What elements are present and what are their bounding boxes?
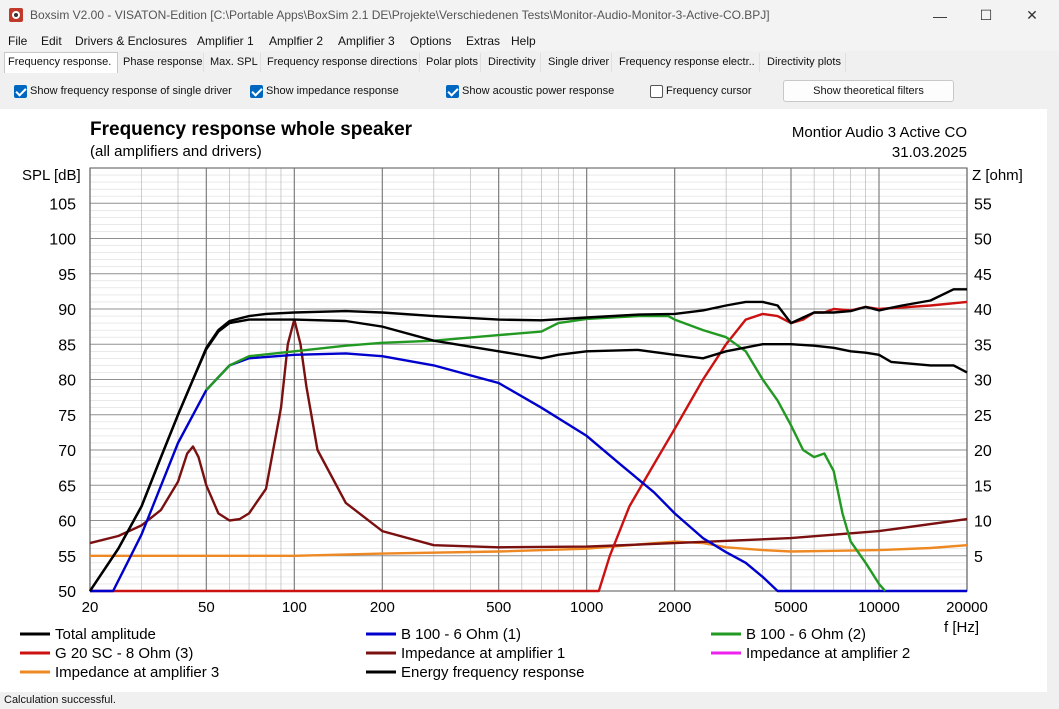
y-tick-label: 75 bbox=[58, 408, 76, 425]
project-date: 31.03.2025 bbox=[892, 144, 967, 161]
y-tick-label: 85 bbox=[58, 337, 76, 354]
y-tick-label: 50 bbox=[58, 584, 76, 601]
menu-amplifier-3[interactable]: Amplifier 3 bbox=[338, 34, 395, 48]
legend-label: Impedance at amplifier 3 bbox=[55, 664, 219, 681]
series-line bbox=[90, 540, 968, 557]
tab-max-spl[interactable]: Max. SPL bbox=[207, 53, 261, 72]
acoustic-power-checkbox[interactable] bbox=[446, 85, 459, 98]
y2-tick-label: 35 bbox=[974, 337, 992, 354]
tab-directivity-plots[interactable]: Directivity plots bbox=[764, 53, 846, 72]
tab-polar-plots[interactable]: Polar plots bbox=[423, 53, 481, 72]
y2-tick-label: 5 bbox=[974, 549, 983, 566]
frequency-cursor-label: Frequency cursor bbox=[666, 85, 752, 97]
options-bar: Show frequency response of single driver… bbox=[0, 73, 1059, 109]
maximize-button[interactable]: ☐ bbox=[979, 7, 993, 23]
x-tick-label: 10000 bbox=[858, 599, 900, 616]
show-theoretical-filters-button[interactable]: Show theoretical filters bbox=[783, 80, 954, 102]
tab-frequency-response[interactable]: Frequency response. bbox=[4, 52, 118, 73]
menu-amplifier-1[interactable]: Amplifier 1 bbox=[197, 34, 254, 48]
legend-label: Energy frequency response bbox=[401, 664, 584, 681]
y2-tick-label: 45 bbox=[974, 267, 992, 284]
impedance-checkbox[interactable] bbox=[250, 85, 263, 98]
menu-drivers-enclosures[interactable]: Drivers & Enclosures bbox=[75, 34, 188, 48]
x-tick-label: 50 bbox=[198, 599, 215, 616]
vertical-scrollbar[interactable] bbox=[1047, 109, 1059, 692]
x-tick-label: 2000 bbox=[658, 599, 691, 616]
chart-ticks: 50 55 60 65 70 75 80 85 90 95 100 105 5 10 15 20 25 30 35 4… bbox=[49, 196, 992, 616]
y2-tick-label: 30 bbox=[974, 373, 992, 390]
tab-frequency-response-directions[interactable]: Frequency response directions bbox=[264, 53, 420, 72]
close-button[interactable]: ✕ bbox=[1026, 7, 1038, 23]
x-tick-label: 200 bbox=[370, 599, 395, 616]
y2-tick-label: 50 bbox=[974, 232, 992, 249]
legend-label: B 100 - 6 Ohm (1) bbox=[401, 626, 521, 643]
y-tick-label: 70 bbox=[58, 443, 76, 460]
menu-edit[interactable]: Edit bbox=[41, 34, 62, 48]
title-bar: Boxsim V2.00 - VISATON-Edition [C:\Porta… bbox=[0, 0, 1059, 31]
chart-grid bbox=[89, 167, 968, 592]
project-name: Montior Audio 3 Active CO bbox=[792, 124, 967, 141]
tab-single-driver[interactable]: Single driver bbox=[545, 53, 612, 72]
legend-label: Impedance at amplifier 2 bbox=[746, 645, 910, 662]
frequency-response-chart: Frequency response whole speaker (all am… bbox=[20, 119, 1023, 681]
series-line bbox=[89, 288, 967, 592]
tab-frequency-response-electrical[interactable]: Frequency response electr.. bbox=[616, 53, 760, 72]
menu-file[interactable]: File bbox=[8, 34, 28, 48]
single-driver-checkbox[interactable] bbox=[14, 85, 27, 98]
x-tick-label: 20000 bbox=[946, 599, 988, 616]
y-tick-label: 105 bbox=[49, 196, 76, 213]
y2-tick-label: 55 bbox=[974, 196, 992, 213]
x-tick-label: 1000 bbox=[570, 599, 603, 616]
status-text: Calculation successful. bbox=[4, 694, 116, 706]
series-line bbox=[89, 318, 968, 549]
x-tick-label: 5000 bbox=[774, 599, 807, 616]
menu-extras[interactable]: Extras bbox=[466, 34, 501, 48]
y2-tick-label: 25 bbox=[974, 408, 992, 425]
chart-subtitle: (all amplifiers and drivers) bbox=[90, 143, 262, 160]
y2-tick-label: 20 bbox=[974, 443, 992, 460]
y-tick-label: 90 bbox=[58, 302, 76, 319]
app-icon bbox=[9, 8, 23, 22]
y-tick-label: 55 bbox=[58, 549, 76, 566]
y-tick-label: 60 bbox=[58, 514, 76, 531]
status-bar: Calculation successful. bbox=[0, 692, 1059, 709]
tab-bar: Frequency response. Phase response Max. … bbox=[0, 51, 1059, 74]
legend-label: G 20 SC - 8 Ohm (3) bbox=[55, 645, 193, 662]
y2-tick-label: 40 bbox=[974, 302, 992, 319]
menu-options[interactable]: Options bbox=[410, 34, 452, 48]
x-axis-label: f [Hz] bbox=[944, 619, 979, 636]
y2-tick-label: 10 bbox=[974, 514, 992, 531]
y-tick-label: 65 bbox=[58, 478, 76, 495]
legend-label: Total amplitude bbox=[55, 626, 156, 643]
tab-phase-response[interactable]: Phase response bbox=[120, 53, 204, 72]
y-axis-label: SPL [dB] bbox=[22, 167, 81, 184]
y-tick-label: 100 bbox=[49, 232, 76, 249]
chart-text: Frequency response whole speaker (all am… bbox=[22, 119, 1023, 636]
legend-label: B 100 - 6 Ohm (2) bbox=[746, 626, 866, 643]
chart-series bbox=[89, 288, 968, 593]
chart-panel: Frequency response whole speaker (all am… bbox=[0, 109, 1047, 692]
y2-axis-label: Z [ohm] bbox=[972, 167, 1023, 184]
menu-amplifier-2[interactable]: Amplfier 2 bbox=[269, 34, 324, 48]
x-tick-label: 100 bbox=[282, 599, 307, 616]
single-driver-label: Show frequency response of single driver bbox=[30, 85, 232, 97]
impedance-label: Show impedance response bbox=[266, 85, 399, 97]
tab-directivity[interactable]: Directivity bbox=[485, 53, 541, 72]
x-tick-label: 20 bbox=[82, 599, 99, 616]
y-tick-label: 80 bbox=[58, 373, 76, 390]
chart-legend: Total amplitude B 100 - 6 Ohm (1) B 100 - … bbox=[20, 626, 910, 681]
frequency-cursor-checkbox[interactable] bbox=[650, 85, 663, 98]
legend-label: Impedance at amplifier 1 bbox=[401, 645, 565, 662]
y2-tick-label: 15 bbox=[974, 478, 992, 495]
window-title: Boxsim V2.00 - VISATON-Edition [C:\Porta… bbox=[30, 8, 770, 22]
series-line bbox=[205, 314, 887, 592]
minimize-button[interactable]: — bbox=[933, 7, 947, 24]
x-tick-label: 500 bbox=[486, 599, 511, 616]
y-tick-label: 95 bbox=[58, 267, 76, 284]
chart-title: Frequency response whole speaker bbox=[90, 119, 413, 140]
menu-help[interactable]: Help bbox=[511, 34, 536, 48]
acoustic-power-label: Show acoustic power response bbox=[462, 85, 615, 97]
menu-bar: File Edit Drivers & Enclosures Amplifier… bbox=[0, 31, 1059, 51]
